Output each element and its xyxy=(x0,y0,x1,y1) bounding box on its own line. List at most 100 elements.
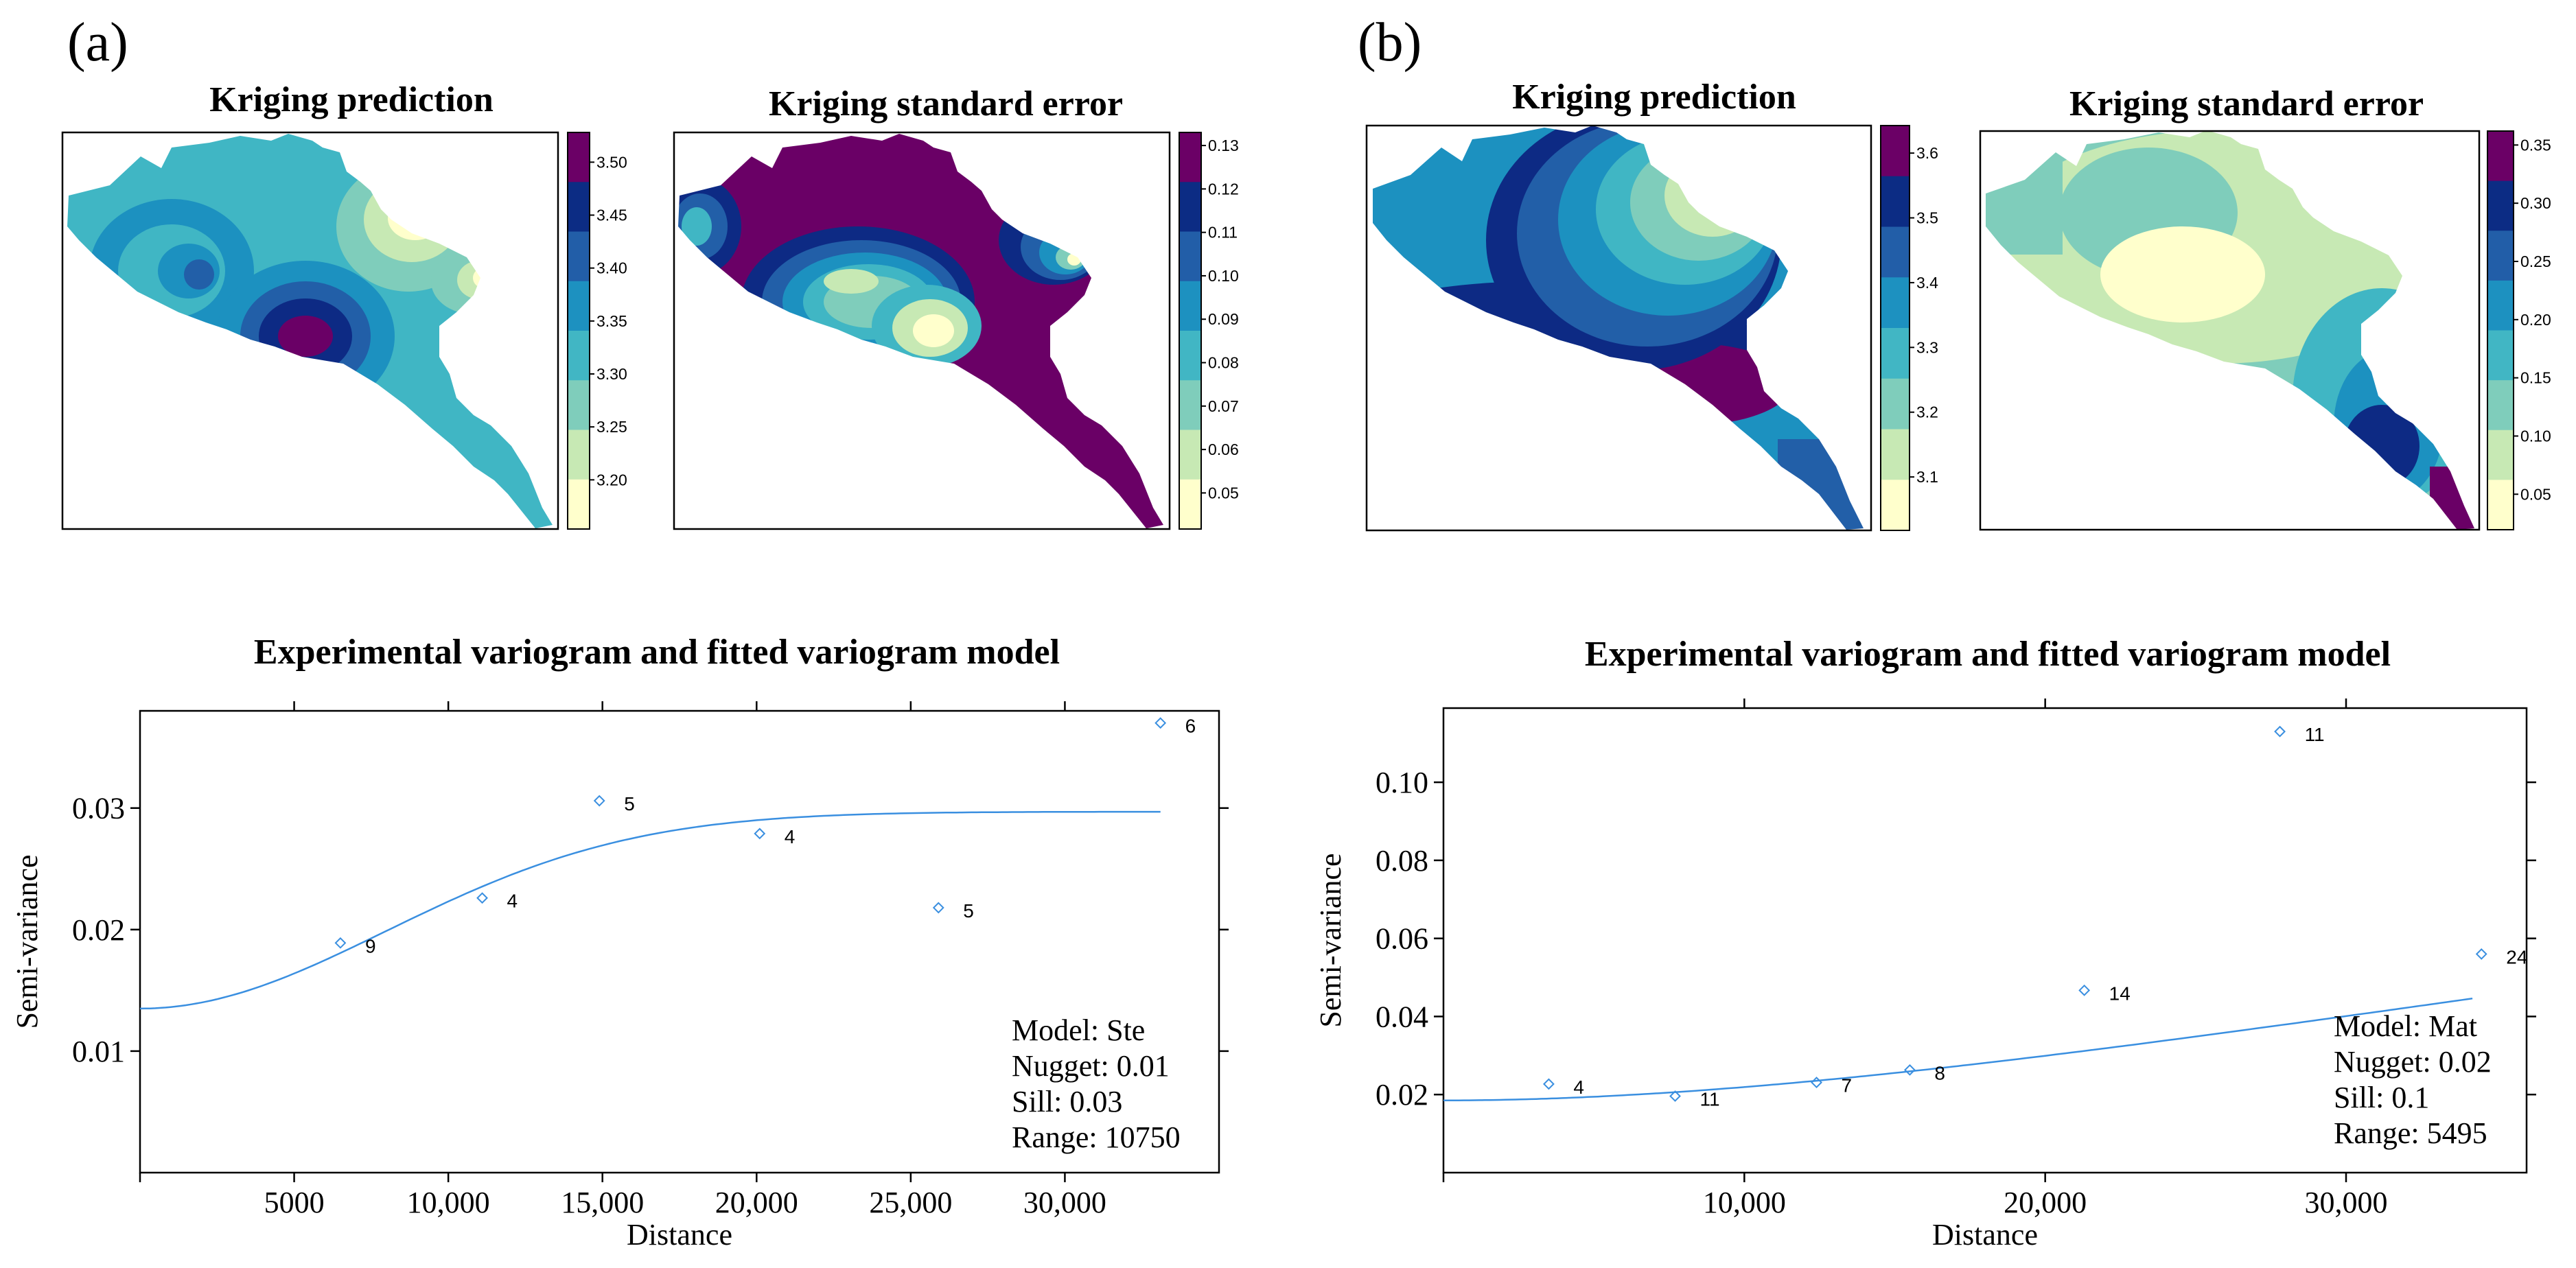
map-b-stderr xyxy=(1979,130,2481,531)
colorbar-tick-label: 3.3 xyxy=(1916,338,1938,356)
colorbar-swatch xyxy=(1179,479,1201,530)
colorbar-tick-label: 3.6 xyxy=(1916,144,1938,162)
colorbar-swatch xyxy=(2487,180,2514,231)
point-count-label: 7 xyxy=(1842,1075,1853,1096)
colorbar-tick-label: 3.4 xyxy=(1916,274,1938,292)
colorbar-tick-label: 3.5 xyxy=(1916,209,1938,227)
x-axis-label: Distance xyxy=(1932,1218,2038,1252)
colorbar-swatch xyxy=(1179,231,1201,282)
legend-b: Model: Mat Nugget: 0.02 Sill: 0.1 Range:… xyxy=(2334,1009,2492,1150)
legend-b-model: Model: Mat xyxy=(2334,1009,2477,1043)
variogram-point xyxy=(1669,1090,1681,1102)
point-count-label: 9 xyxy=(365,935,376,956)
colorbar-swatch xyxy=(2487,430,2514,480)
variogram-point xyxy=(476,892,488,904)
plot-frame xyxy=(139,709,1220,1174)
colorbar-swatch xyxy=(568,182,590,232)
colorbar-tick-label: 0.10 xyxy=(1208,267,1239,285)
colorbar-swatch xyxy=(1881,226,1910,278)
variogram-point xyxy=(2078,984,2091,996)
y-axis-label: Semi-variance xyxy=(1314,853,1347,1027)
colorbar-frame xyxy=(1880,125,1910,531)
variogram-point xyxy=(754,827,766,840)
y-tick-label: 0.04 xyxy=(1376,1000,1428,1033)
variogram-point xyxy=(2274,725,2286,738)
variogram-point xyxy=(2475,948,2487,960)
panel-label-b: (b) xyxy=(1358,12,1422,73)
y-tick-label: 0.06 xyxy=(1376,922,1428,956)
colorbar-swatch xyxy=(1179,281,1201,331)
colorbar-swatch xyxy=(1179,380,1201,430)
fitted-variogram-line xyxy=(139,810,1161,1010)
point-count-label: 5 xyxy=(624,793,635,814)
colorbar-swatch xyxy=(2487,330,2514,381)
x-tick-label: 5000 xyxy=(264,1186,325,1219)
plot-frame xyxy=(1442,707,2528,1174)
point-count-label: 5 xyxy=(963,900,974,921)
colorbar-tick-label: 0.08 xyxy=(1208,354,1239,372)
colorbar-tick-label: 0.30 xyxy=(2520,194,2551,212)
colorbar-tick-label: 0.06 xyxy=(1208,441,1239,458)
colorbar-tick-label: 0.05 xyxy=(1208,484,1239,502)
y-tick-label: 0.03 xyxy=(72,792,125,825)
colorbar-swatch xyxy=(2487,231,2514,281)
colorbar-tick-label: 3.35 xyxy=(596,312,627,330)
x-tick-label: 10,000 xyxy=(407,1186,490,1219)
colorbar-swatch xyxy=(568,430,590,480)
point-count-label: 4 xyxy=(1573,1077,1584,1098)
variogram-point xyxy=(593,795,605,807)
variogram-title-a: Experimental variogram and fitted variog… xyxy=(254,633,1060,672)
y-tick-label: 0.02 xyxy=(72,913,125,947)
map-b-prediction xyxy=(1365,124,1872,532)
x-tick-label: 30,000 xyxy=(2305,1186,2388,1219)
colorbar-tick-label: 3.25 xyxy=(596,418,627,436)
point-count-label: 24 xyxy=(2506,946,2527,967)
colorbar-frame xyxy=(2487,130,2514,530)
colorbar-swatch xyxy=(2487,131,2514,182)
colorbar-swatch xyxy=(568,132,590,183)
colorbar-b-stderr: 0.35 0.30 0.25 0.20 0.15 0.10 0.05 xyxy=(2487,130,2551,530)
x-axis-label: Distance xyxy=(627,1218,732,1252)
x-tick-label: 20,000 xyxy=(2004,1186,2087,1219)
colorbar-tick-label: 0.11 xyxy=(1208,224,1238,242)
colorbar-tick-label: 0.10 xyxy=(2520,427,2551,445)
map-a-prediction xyxy=(61,131,559,530)
colorbar-swatch xyxy=(568,331,590,381)
colorbar-a-stderr: 0.13 0.12 0.11 0.10 0.09 0.08 0.07 0.06 0.05 xyxy=(1179,132,1239,530)
colorbar-swatch xyxy=(2487,280,2514,331)
colorbar-b-prediction: 3.6 3.5 3.4 3.3 3.2 3.1 xyxy=(1880,125,1938,531)
legend-a-nugget: Nugget: 0.01 xyxy=(1012,1049,1170,1083)
colorbar-swatch xyxy=(1179,331,1201,381)
map-title-a-prediction: Kriging prediction xyxy=(209,80,494,119)
panel-label-a: (a) xyxy=(67,12,128,73)
colorbar-swatch xyxy=(568,380,590,430)
variogram-title-b: Experimental variogram and fitted variog… xyxy=(1585,635,2391,674)
colorbar-tick-label: 3.40 xyxy=(596,259,627,277)
colorbar-swatch xyxy=(1881,277,1910,329)
y-tick-label: 0.02 xyxy=(1376,1078,1428,1112)
colorbar-frame xyxy=(1179,132,1202,530)
variogram-point xyxy=(932,902,944,914)
y-tick-label: 0.10 xyxy=(1376,766,1428,799)
colorbar-tick-label: 3.30 xyxy=(596,365,627,383)
legend-b-range: Range: 5495 xyxy=(2334,1116,2487,1150)
y-tick-label: 0.01 xyxy=(72,1035,125,1068)
colorbar-tick-label: 3.50 xyxy=(596,153,627,171)
colorbar-swatch xyxy=(568,281,590,331)
variogram-point xyxy=(1811,1077,1822,1088)
fitted-variogram-line xyxy=(1443,997,2473,1102)
colorbar-tick-label: 0.20 xyxy=(2520,311,2551,329)
colorbar-tick-label: 0.25 xyxy=(2520,253,2551,270)
colorbar-tick-label: 0.35 xyxy=(2520,136,2551,154)
variogram-plot-a: 5000 10,000 15,000 20,000 25,000 30,000 0.01 0.… xyxy=(10,701,1229,1252)
colorbar-tick-label: 3.1 xyxy=(1916,468,1938,486)
colorbar-frame xyxy=(567,132,590,530)
point-count-label: 4 xyxy=(785,826,796,847)
map-title-b-prediction: Kriging prediction xyxy=(1512,78,1796,117)
point-count-label: 6 xyxy=(1185,716,1196,737)
colorbar-tick-label: 0.15 xyxy=(2520,369,2551,387)
colorbar-tick-label: 0.07 xyxy=(1208,397,1239,415)
colorbar-a-prediction: 3.50 3.45 3.40 3.35 3.30 3.25 3.20 xyxy=(567,132,627,530)
colorbar-swatch xyxy=(2487,480,2514,530)
colorbar-swatch xyxy=(1881,126,1910,177)
